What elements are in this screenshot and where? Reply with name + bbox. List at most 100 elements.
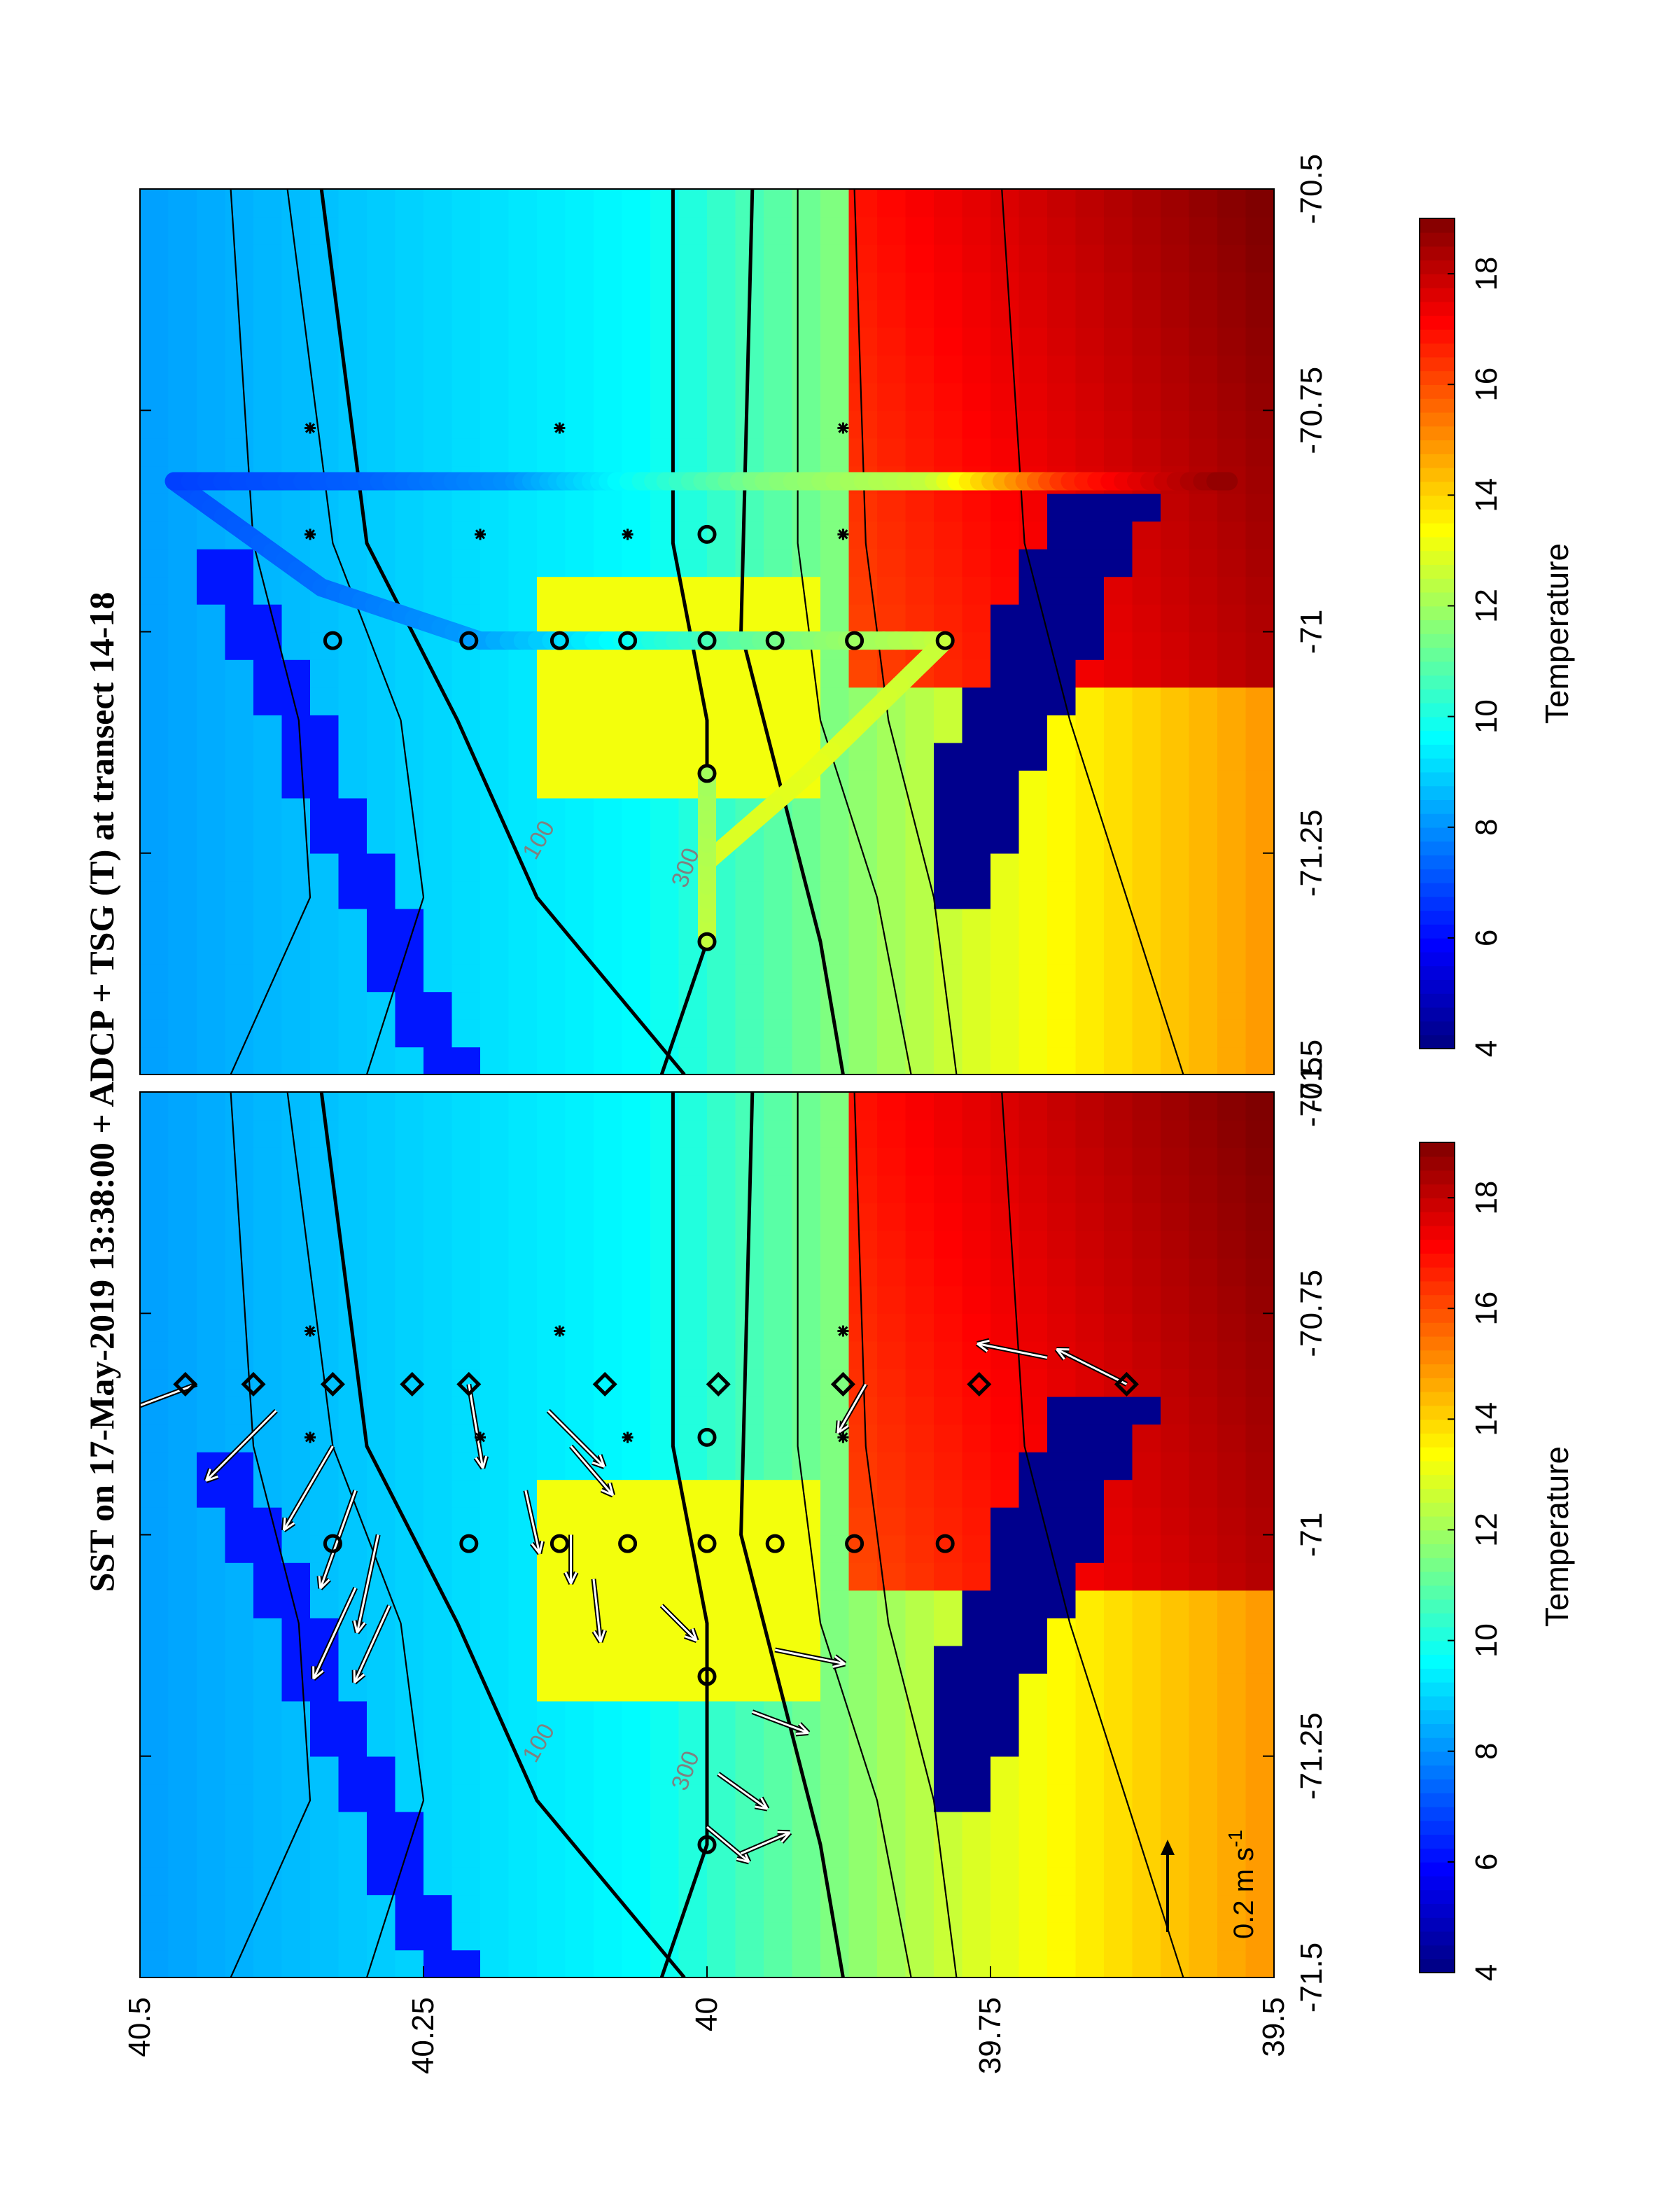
sst-cell [197, 881, 226, 909]
sst-cell [395, 1230, 424, 1259]
sst-cell [480, 825, 510, 854]
latitude-ticks-left: 40.5 40.25 40 39.75 39.5 [122, 1966, 1291, 2074]
sst-cell [310, 1894, 340, 1923]
sst-cell [1161, 1866, 1190, 1896]
sst-cell [565, 1618, 594, 1646]
sst-cell [1132, 1092, 1161, 1121]
sst-cell [1104, 715, 1133, 743]
sst-cell [197, 1479, 226, 1508]
sst-cell [197, 1921, 226, 1951]
sst-cell [537, 244, 566, 273]
sst-cell [253, 1046, 283, 1074]
sst-cell [1132, 715, 1161, 743]
sst-cell [990, 1618, 1020, 1646]
sst-cell [310, 493, 340, 522]
x-tick-label: -71.5 [1294, 1942, 1329, 2012]
isobath-line [853, 189, 958, 1074]
sst-cell [168, 770, 197, 799]
isobath-line [1001, 1092, 1184, 1977]
sst-cell [253, 770, 283, 799]
station-circle [697, 1667, 717, 1686]
sst-cell [764, 1285, 793, 1314]
sst-cell [1217, 216, 1247, 245]
y-tick-label: 40.25 [406, 1997, 440, 2074]
sst-cell [962, 1866, 991, 1896]
colorbar-tick-label: 12 [1469, 589, 1504, 623]
sst-cell [1104, 1230, 1133, 1259]
sst-cell [1104, 548, 1133, 578]
sst-cell [1104, 189, 1133, 218]
current-arrow [466, 1383, 489, 1470]
sst-cell [225, 1784, 254, 1812]
sst-cell [1018, 355, 1048, 384]
sst-cell [1161, 576, 1190, 605]
sst-cell [537, 272, 566, 300]
station-circle [697, 932, 717, 951]
sst-cell [735, 1728, 764, 1757]
sst-cell [225, 1175, 254, 1203]
sst-cell [877, 1756, 906, 1785]
sst-cell [367, 300, 396, 328]
sst-cell [508, 1396, 538, 1425]
colorbar-cell [1420, 1378, 1455, 1392]
sst-cell [281, 355, 311, 384]
sst-cell [1104, 936, 1133, 965]
sst-cell [962, 963, 991, 993]
sst-cell [1217, 1645, 1247, 1674]
sst-cell [990, 1784, 1020, 1812]
sst-cell [508, 715, 538, 743]
sst-cell [1189, 216, 1218, 245]
current-arrow [281, 1445, 335, 1532]
sst-cell [594, 1866, 623, 1896]
sst-cell [905, 1119, 934, 1148]
sst-cell [480, 1368, 510, 1397]
sst-cell [622, 604, 651, 633]
sst-cell [1245, 382, 1274, 411]
sst-cell [338, 244, 368, 273]
sst-cell [395, 1645, 424, 1674]
sst-cell [140, 1340, 169, 1370]
sst-cell [1217, 1092, 1247, 1121]
sst-cell [1047, 272, 1077, 300]
sst-cell [508, 604, 538, 633]
sst-cell [1217, 1258, 1247, 1287]
sst-cell [253, 908, 283, 937]
sst-cell [1161, 1784, 1190, 1812]
sst-cell [537, 659, 566, 688]
sst-cell [650, 438, 680, 467]
sst-cell [650, 1784, 680, 1812]
sst-cell [253, 1728, 283, 1757]
sst-cell [622, 908, 651, 937]
sst-cell [338, 797, 368, 826]
sst-cell [990, 1756, 1020, 1785]
sst-cell [451, 1507, 481, 1536]
sst-cell [1217, 1618, 1247, 1646]
sst-cell [877, 1728, 906, 1757]
sst-cell [1104, 1507, 1133, 1536]
sst-cell [451, 272, 481, 300]
sst-cell [1132, 1866, 1161, 1896]
sst-cell [764, 1756, 793, 1785]
sst-cell [253, 216, 283, 245]
sst-cell [197, 1424, 226, 1452]
sst-cell [820, 189, 850, 218]
sst-cell [395, 1949, 424, 1977]
sst-cell [338, 1147, 368, 1176]
sst-cell [1047, 1175, 1077, 1203]
sst-cell [168, 1673, 197, 1702]
sst-cell [1018, 1203, 1048, 1231]
sst-cell [820, 244, 850, 273]
sst-cell [1245, 1258, 1274, 1287]
sst-cell [168, 216, 197, 245]
sst-cell [1075, 881, 1105, 909]
sst-cell [1217, 1700, 1247, 1729]
sst-cell [594, 521, 623, 550]
sst-cell [310, 438, 340, 467]
sst-cell [877, 1451, 906, 1480]
sst-cell [1161, 272, 1190, 300]
sst-cell [480, 1507, 510, 1536]
sst-cell [451, 1258, 481, 1287]
sst-cell [367, 936, 396, 965]
sst-cell [764, 438, 793, 467]
colorbar-cell [1420, 827, 1455, 842]
